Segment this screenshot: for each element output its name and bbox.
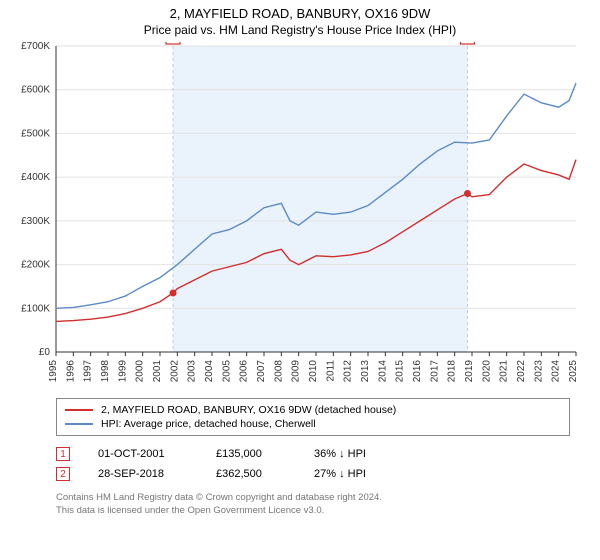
sale-row: 2 28-SEP-2018 £362,500 27% ↓ HPI	[56, 464, 570, 484]
line-chart-svg: £0 £100K £200K £300K £400K £500K £600K £700K 199…	[8, 42, 592, 392]
svg-text:£600K: £600K	[21, 85, 50, 96]
svg-text:2: 2	[465, 42, 471, 43]
chart-title: 2, MAYFIELD ROAD, BANBURY, OX16 9DW	[0, 0, 600, 23]
svg-text:2006: 2006	[239, 360, 250, 383]
svg-text:2011: 2011	[325, 360, 336, 382]
legend-item: 2, MAYFIELD ROAD, BANBURY, OX16 9DW (det…	[65, 403, 561, 417]
svg-text:2013: 2013	[360, 360, 371, 383]
svg-text:£400K: £400K	[21, 173, 50, 184]
legend-swatch	[65, 423, 93, 425]
sale-row: 1 01-OCT-2001 £135,000 36% ↓ HPI	[56, 444, 570, 464]
svg-text:£100K: £100K	[21, 304, 50, 315]
sales-table: 1 01-OCT-2001 £135,000 36% ↓ HPI 2 28-SE…	[56, 444, 570, 484]
sale-diff: 27% ↓ HPI	[314, 468, 404, 480]
svg-text:2007: 2007	[256, 360, 267, 383]
svg-text:1999: 1999	[117, 360, 128, 383]
sale-date: 01-OCT-2001	[98, 448, 188, 460]
svg-text:2016: 2016	[412, 360, 423, 383]
chart-area: £0 £100K £200K £300K £400K £500K £600K £700K 199…	[8, 42, 592, 392]
chart-subtitle: Price paid vs. HM Land Registry's House …	[0, 23, 600, 43]
svg-text:2017: 2017	[429, 360, 440, 383]
svg-text:1: 1	[170, 42, 176, 43]
svg-text:1998: 1998	[100, 360, 111, 383]
legend-item: HPI: Average price, detached house, Cher…	[65, 417, 561, 431]
svg-text:2014: 2014	[377, 360, 388, 383]
svg-text:2008: 2008	[273, 360, 284, 383]
sale-marker-1: 1	[56, 447, 70, 461]
svg-text:2025: 2025	[568, 360, 579, 383]
svg-text:2024: 2024	[551, 360, 562, 383]
svg-text:£200K: £200K	[21, 260, 50, 271]
svg-text:2022: 2022	[516, 360, 527, 383]
footer-attribution: Contains HM Land Registry data © Crown c…	[56, 492, 570, 517]
svg-text:£700K: £700K	[21, 42, 50, 52]
svg-text:£500K: £500K	[21, 129, 50, 140]
svg-text:2002: 2002	[169, 360, 180, 383]
svg-text:1996: 1996	[65, 360, 76, 383]
sale-price: £362,500	[216, 468, 286, 480]
svg-text:2018: 2018	[447, 360, 458, 383]
svg-text:2003: 2003	[187, 360, 198, 383]
svg-text:2000: 2000	[135, 360, 146, 383]
footer-line: This data is licensed under the Open Gov…	[56, 505, 570, 517]
svg-text:2009: 2009	[291, 360, 302, 383]
sale-diff: 36% ↓ HPI	[314, 448, 404, 460]
svg-text:2020: 2020	[481, 360, 492, 383]
svg-text:2021: 2021	[499, 360, 510, 383]
sale-date: 28-SEP-2018	[98, 468, 188, 480]
svg-text:2015: 2015	[395, 360, 406, 383]
svg-text:2010: 2010	[308, 360, 319, 383]
legend-label: 2, MAYFIELD ROAD, BANBURY, OX16 9DW (det…	[101, 404, 396, 416]
svg-text:2005: 2005	[221, 360, 232, 383]
svg-text:2004: 2004	[204, 360, 215, 383]
svg-text:1995: 1995	[48, 360, 59, 383]
footer-line: Contains HM Land Registry data © Crown c…	[56, 492, 570, 504]
svg-text:1997: 1997	[83, 360, 94, 383]
sale-price: £135,000	[216, 448, 286, 460]
svg-text:2019: 2019	[464, 360, 475, 383]
svg-text:2023: 2023	[533, 360, 544, 383]
svg-text:£300K: £300K	[21, 216, 50, 227]
legend-swatch	[65, 409, 93, 411]
svg-text:2012: 2012	[343, 360, 354, 383]
sale-marker-2: 2	[56, 467, 70, 481]
svg-text:£0: £0	[39, 347, 51, 358]
legend-box: 2, MAYFIELD ROAD, BANBURY, OX16 9DW (det…	[56, 398, 570, 436]
legend-label: HPI: Average price, detached house, Cher…	[101, 418, 316, 430]
svg-text:2001: 2001	[152, 360, 163, 383]
